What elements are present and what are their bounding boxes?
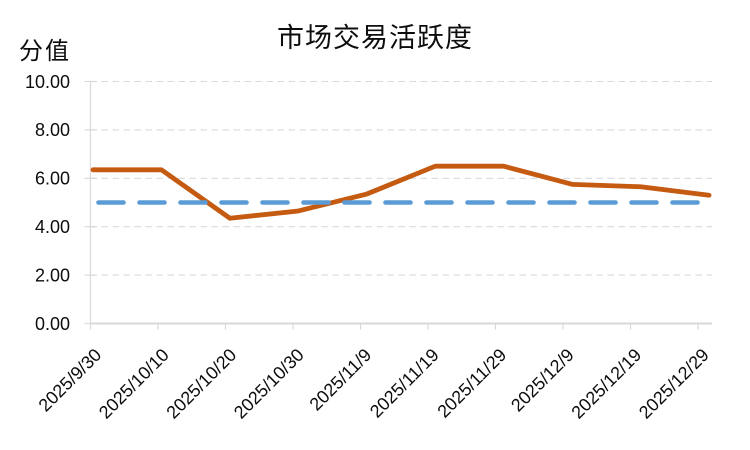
series-activity-score-line	[90, 163, 712, 221]
y-tick-label: 2.00	[35, 265, 70, 285]
x-tick-label: 2025/10/10	[95, 345, 173, 423]
y-tick-label: 8.00	[35, 120, 70, 140]
x-tick-label: 2025/11/29	[433, 345, 510, 422]
x-tick-label: 2025/11/19	[366, 345, 443, 422]
x-tick-label: 2025/12/19	[567, 345, 645, 423]
y-tick-label: 0.00	[35, 314, 70, 334]
x-tick-label: 2025/10/20	[162, 345, 240, 423]
x-tick-label: 2025/9/30	[35, 345, 106, 416]
x-tick-label: 2025/10/30	[230, 345, 308, 423]
x-tick-label: 2025/12/9	[507, 345, 578, 416]
x-tick-label: 2025/12/29	[635, 345, 713, 423]
y-axis-title: 分值	[19, 38, 71, 65]
chart-title: 市场交易活跃度	[277, 23, 473, 53]
y-tick-label: 6.00	[35, 169, 70, 189]
x-tick-label: 2025/11/9	[306, 345, 376, 415]
y-tick-label: 4.00	[35, 217, 70, 237]
y-tick-label: 10.00	[25, 72, 70, 92]
